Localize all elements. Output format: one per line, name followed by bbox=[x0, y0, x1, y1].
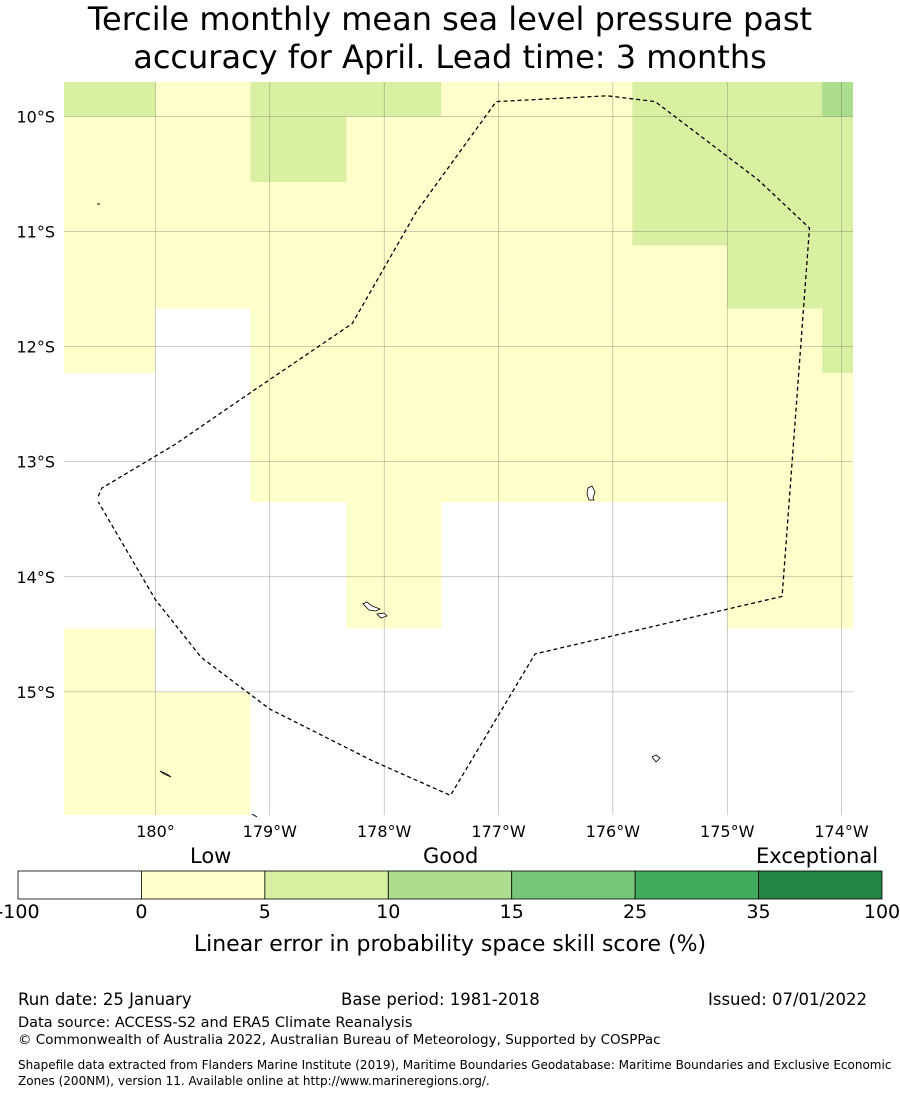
skill-cell-16 bbox=[64, 628, 156, 815]
legend-label-exceptional: Exceptional bbox=[756, 844, 879, 868]
lon-label: 177°W bbox=[471, 822, 526, 840]
lon-label: 176°W bbox=[586, 822, 641, 840]
lon-label: 180° bbox=[136, 822, 175, 840]
lat-label: 12°S bbox=[16, 338, 55, 357]
colorbar-bin-3 bbox=[387, 870, 513, 900]
island-niue bbox=[586, 485, 596, 501]
skill-cell-11 bbox=[64, 308, 156, 374]
eez-boundary bbox=[97, 95, 811, 797]
colorbar-tick: 5 bbox=[258, 901, 271, 923]
skill-cell-15 bbox=[727, 502, 853, 629]
lat-label: 15°S bbox=[16, 683, 55, 702]
shapefile-attribution: Shapefile data extracted from Flanders M… bbox=[18, 1058, 892, 1088]
lon-label: 178°W bbox=[357, 822, 412, 840]
base-period: Base period: 1981-2018 bbox=[341, 990, 540, 1009]
lon-label: 179°W bbox=[243, 822, 298, 840]
lon-label: 174°W bbox=[814, 822, 869, 840]
colorbar-bin-5 bbox=[634, 870, 759, 900]
skill-cell-2 bbox=[250, 82, 442, 117]
lat-label: 13°S bbox=[16, 453, 55, 472]
skill-cell-10 bbox=[822, 116, 853, 374]
run-date: Run date: 25 January bbox=[18, 990, 192, 1009]
island-upolu bbox=[362, 601, 381, 612]
colorbar-bin-4 bbox=[511, 870, 636, 900]
colorbar-bin-6 bbox=[758, 870, 883, 900]
legend-label-good: Good bbox=[423, 844, 479, 868]
map-title-line-1: Tercile monthly mean sea level pressure … bbox=[87, 0, 813, 38]
colorbar-bin-2 bbox=[264, 870, 389, 900]
skill-map: 10°S11°S12°S13°S14°S15°S 180° 179°W 178°W 1… bbox=[16, 82, 869, 840]
colorbar-tick: 0 bbox=[135, 901, 148, 923]
colorbar-title: Linear error in probability space skill … bbox=[193, 932, 707, 957]
copyright-notice: © Commonwealth of Australia 2022, Austra… bbox=[18, 1032, 661, 1048]
lon-label: 175°W bbox=[700, 822, 755, 840]
legend-label-low: Low bbox=[190, 844, 232, 868]
colorbar-swatches bbox=[17, 870, 883, 900]
skill-cell-14 bbox=[346, 502, 442, 629]
map-title: Tercile monthly mean sea level pressure … bbox=[0, 0, 900, 76]
island-small-south bbox=[651, 754, 661, 763]
data-source: Data source: ACCESS-S2 and ERA5 Climate … bbox=[18, 1015, 413, 1031]
island-savaii bbox=[376, 612, 388, 619]
colorbar-tick: 15 bbox=[499, 901, 524, 923]
skill-cell-7 bbox=[250, 116, 347, 183]
lat-label: 11°S bbox=[16, 223, 55, 242]
skill-cell-17 bbox=[155, 691, 251, 815]
skill-cell-5 bbox=[822, 82, 853, 117]
lat-label: 10°S bbox=[16, 108, 55, 127]
colorbar-tick: 100 bbox=[863, 901, 900, 923]
lat-label: 14°S bbox=[16, 568, 55, 587]
skill-cell-3 bbox=[441, 82, 633, 117]
island-southwest bbox=[159, 770, 172, 778]
longitude-labels: 180° 179°W 178°W 177°W 176°W 175°W 174°W bbox=[136, 822, 869, 840]
issued-date: Issued: 07/01/2022 bbox=[708, 990, 868, 1009]
colorbar-tick: 25 bbox=[623, 901, 648, 923]
skill-cell-13 bbox=[822, 373, 853, 503]
skill-cell-1 bbox=[155, 82, 251, 117]
skill-cell-12 bbox=[250, 308, 823, 503]
graticule bbox=[64, 82, 853, 815]
colorbar-tick: 10 bbox=[376, 901, 401, 923]
colorbar-bin-0 bbox=[17, 870, 142, 900]
islands-layer bbox=[97, 203, 661, 818]
colorbar-bin-1 bbox=[141, 870, 266, 900]
latitude-labels: 10°S 11°S 12°S 13°S 14°S 15°S bbox=[16, 108, 55, 702]
map-title-line-2: accuracy for April. Lead time: 3 months bbox=[133, 38, 767, 76]
colorbar-tick: 35 bbox=[746, 901, 771, 923]
skill-cell-0 bbox=[64, 82, 156, 117]
colorbar-tick: -100 bbox=[0, 901, 40, 923]
island-edge-fragment bbox=[251, 813, 258, 818]
skill-cells-layer bbox=[64, 82, 853, 815]
